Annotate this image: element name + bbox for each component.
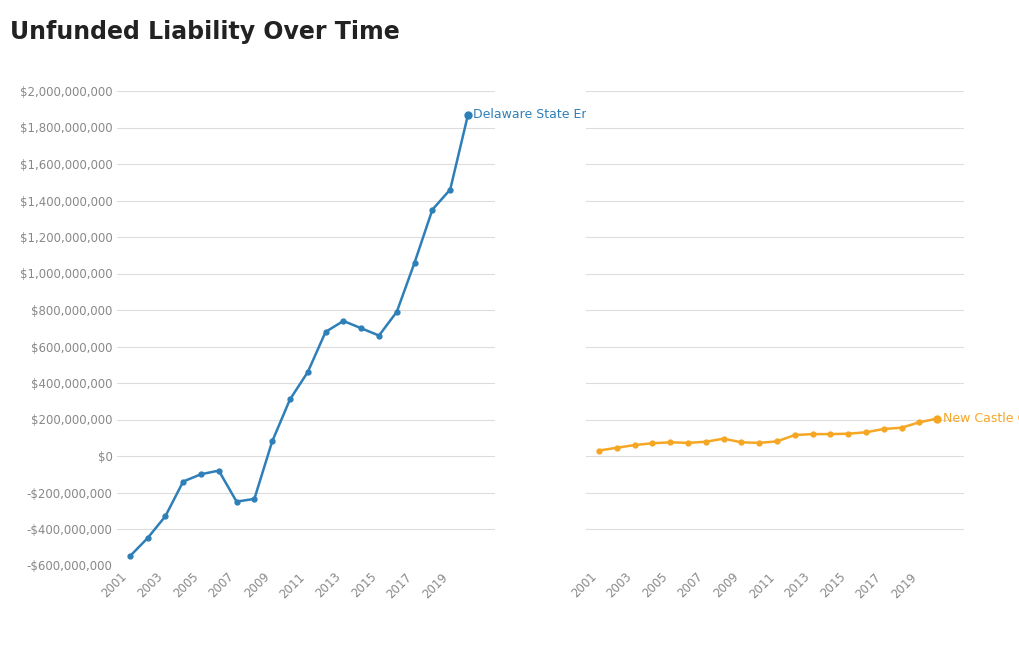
Text: Unfunded Liability Over Time: Unfunded Liability Over Time bbox=[10, 20, 399, 44]
Text: Delaware State Employees: Delaware State Employees bbox=[473, 108, 642, 121]
Text: New Castle Co: New Castle Co bbox=[942, 412, 1019, 425]
